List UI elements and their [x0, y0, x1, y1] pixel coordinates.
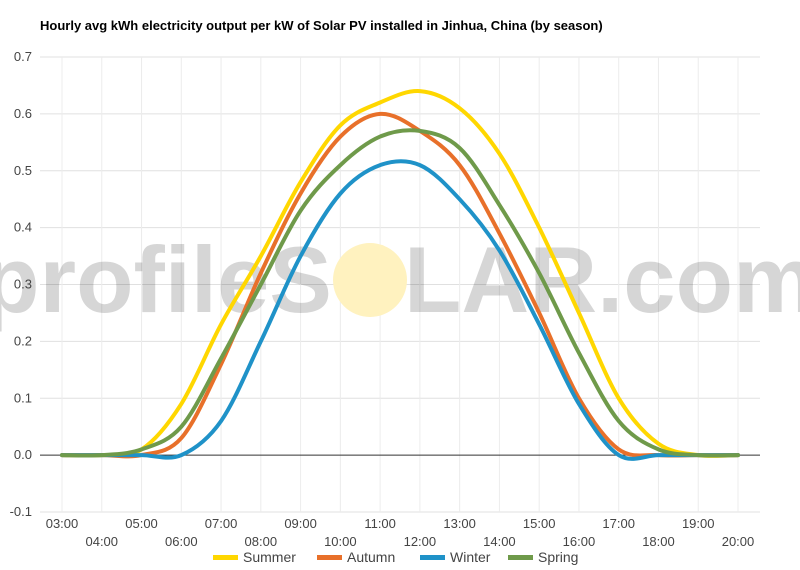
x-tick-label: 10:00	[324, 534, 357, 549]
legend-swatch-summer	[213, 555, 238, 560]
watermark-sun-icon	[333, 243, 407, 317]
legend-swatch-spring	[508, 555, 533, 560]
x-tick-label: 19:00	[682, 516, 715, 531]
x-tick-label: 05:00	[125, 516, 158, 531]
y-tick-label: 0.4	[14, 220, 32, 235]
x-tick-label: 13:00	[443, 516, 476, 531]
x-tick-label: 20:00	[722, 534, 755, 549]
series-line-winter	[60, 159, 740, 461]
y-tick-label: 0.0	[14, 447, 32, 462]
y-tick-label: 0.1	[14, 390, 32, 405]
series-line-summer	[60, 89, 740, 458]
x-tick-label: 15:00	[523, 516, 556, 531]
x-tick-label: 17:00	[602, 516, 635, 531]
series-line-spring	[60, 128, 740, 458]
watermark-text-left: profileS	[0, 227, 332, 332]
chart-title: Hourly avg kWh electricity output per kW…	[40, 18, 603, 33]
x-tick-label: 14:00	[483, 534, 516, 549]
x-tick-label: 16:00	[563, 534, 596, 549]
legend: Summer Autumn Winter Spring	[213, 549, 578, 565]
y-tick-label: 0.2	[14, 333, 32, 348]
x-tick-label: 07:00	[205, 516, 238, 531]
x-tick-label: 08:00	[245, 534, 278, 549]
x-tick-label: 04:00	[85, 534, 118, 549]
x-tick-label: 03:00	[46, 516, 79, 531]
x-tick-label: 18:00	[642, 534, 675, 549]
y-tick-label: 0.3	[14, 277, 32, 292]
legend-label-winter: Winter	[450, 549, 491, 565]
x-tick-label: 11:00	[364, 516, 396, 531]
x-tick-label: 09:00	[284, 516, 317, 531]
series-line-autumn	[60, 111, 740, 459]
legend-label-summer: Summer	[243, 549, 296, 565]
y-tick-label: 0.6	[14, 106, 32, 121]
legend-swatch-winter	[420, 555, 445, 560]
series-layer	[60, 89, 740, 461]
watermark: profileS LAR.com	[0, 227, 800, 332]
legend-label-spring: Spring	[538, 549, 578, 565]
legend-swatch-autumn	[317, 555, 342, 560]
legend-label-autumn: Autumn	[347, 549, 395, 565]
y-tick-label: 0.5	[14, 163, 32, 178]
watermark-text-right: LAR.com	[404, 227, 800, 332]
y-tick-label: -0.1	[10, 504, 32, 519]
x-tick-label: 06:00	[165, 534, 198, 549]
y-tick-label: 0.7	[14, 49, 32, 64]
x-tick-label: 12:00	[404, 534, 437, 549]
